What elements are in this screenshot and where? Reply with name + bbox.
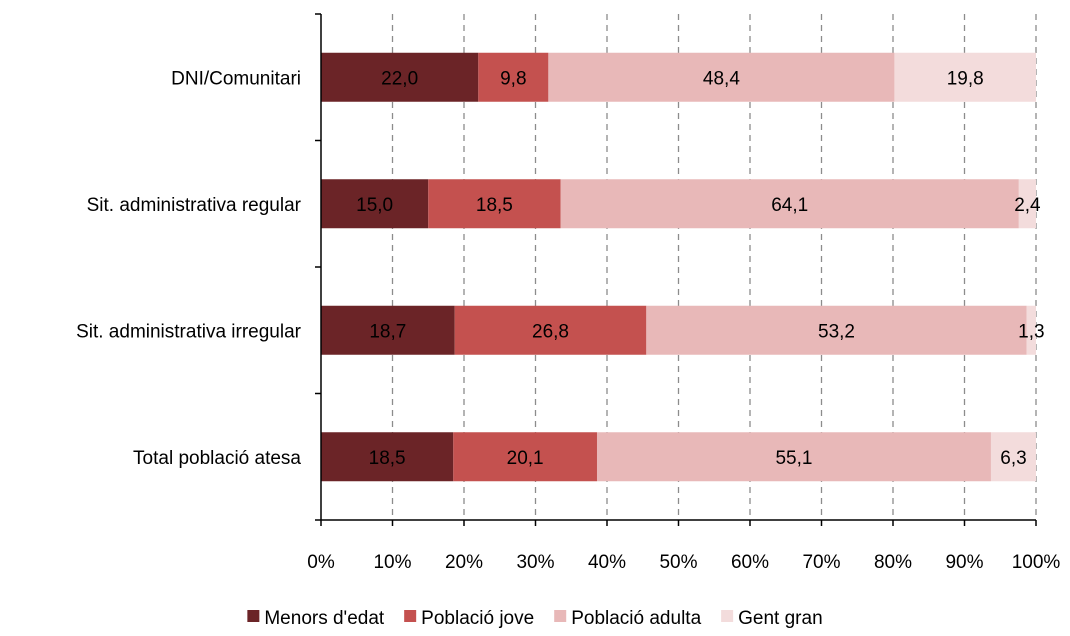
x-tick-label: 0%	[307, 552, 335, 573]
data-label: 20,1	[507, 448, 544, 469]
bar-segment	[596, 432, 991, 482]
x-tick-label: 40%	[588, 552, 626, 573]
data-label: 19,8	[947, 68, 984, 89]
legend-label: Menors d'edat	[264, 608, 385, 629]
bar-segment	[646, 305, 1027, 355]
x-tick-label: 100%	[1012, 552, 1061, 573]
bar-segment	[321, 179, 429, 229]
bars	[321, 52, 1036, 482]
data-label: 2,4	[1014, 195, 1041, 216]
data-label: 26,8	[532, 321, 569, 342]
labels: 22,0 9,8 48,4 19,8 DNI/Comunitari 15,0 18,5 64,…	[76, 68, 1060, 573]
legend-swatch	[554, 610, 567, 622]
bar-segment	[478, 52, 549, 102]
x-tick-label: 20%	[445, 552, 483, 573]
bar-segment	[1026, 305, 1036, 355]
data-label: 9,8	[500, 68, 526, 89]
bar-segment	[453, 432, 597, 482]
bar-segment	[321, 305, 455, 355]
bar-segment	[454, 305, 647, 355]
x-tick-label: 50%	[659, 552, 697, 573]
axes	[315, 13, 1037, 526]
data-label: 6,3	[1000, 448, 1026, 469]
x-tick-label: 80%	[874, 552, 912, 573]
legend-label: Població jove	[421, 608, 534, 629]
x-tick-label: 60%	[731, 552, 769, 573]
category-label: Total població atesa	[133, 448, 301, 469]
data-label: 18,5	[369, 448, 406, 469]
data-label: 48,4	[703, 68, 740, 89]
data-label: 15,0	[356, 195, 393, 216]
data-label: 53,2	[818, 321, 855, 342]
bar-segment	[894, 52, 1036, 102]
x-tick-label: 70%	[802, 552, 840, 573]
legend-swatch	[247, 610, 260, 622]
x-tick-label: 30%	[516, 552, 554, 573]
bar-segment	[428, 179, 561, 229]
category-label: DNI/Comunitari	[171, 68, 301, 89]
legend-swatch	[404, 610, 417, 622]
legend: Menors d'edat Població jove Població adult…	[247, 608, 823, 629]
legend-label: Gent gran	[738, 608, 823, 629]
bar-segment	[321, 52, 479, 102]
legend-label: Població adulta	[571, 608, 701, 629]
data-label: 22,0	[381, 68, 418, 89]
x-tick-label: 10%	[373, 552, 411, 573]
category-label: Sit. administrativa irregular	[76, 321, 302, 342]
data-label: 1,3	[1018, 321, 1044, 342]
data-label: 18,5	[476, 195, 513, 216]
data-label: 64,1	[771, 195, 808, 216]
bar-segment	[548, 52, 895, 102]
x-tick-label: 90%	[945, 552, 983, 573]
legend-swatch	[721, 610, 734, 622]
category-label: Sit. administrativa regular	[87, 195, 302, 216]
bar-segment	[321, 432, 454, 482]
bar-segment	[1018, 179, 1036, 229]
data-label: 18,7	[369, 321, 406, 342]
bar-segment	[990, 432, 1036, 482]
data-label: 55,1	[775, 448, 812, 469]
bar-segment	[560, 179, 1019, 229]
